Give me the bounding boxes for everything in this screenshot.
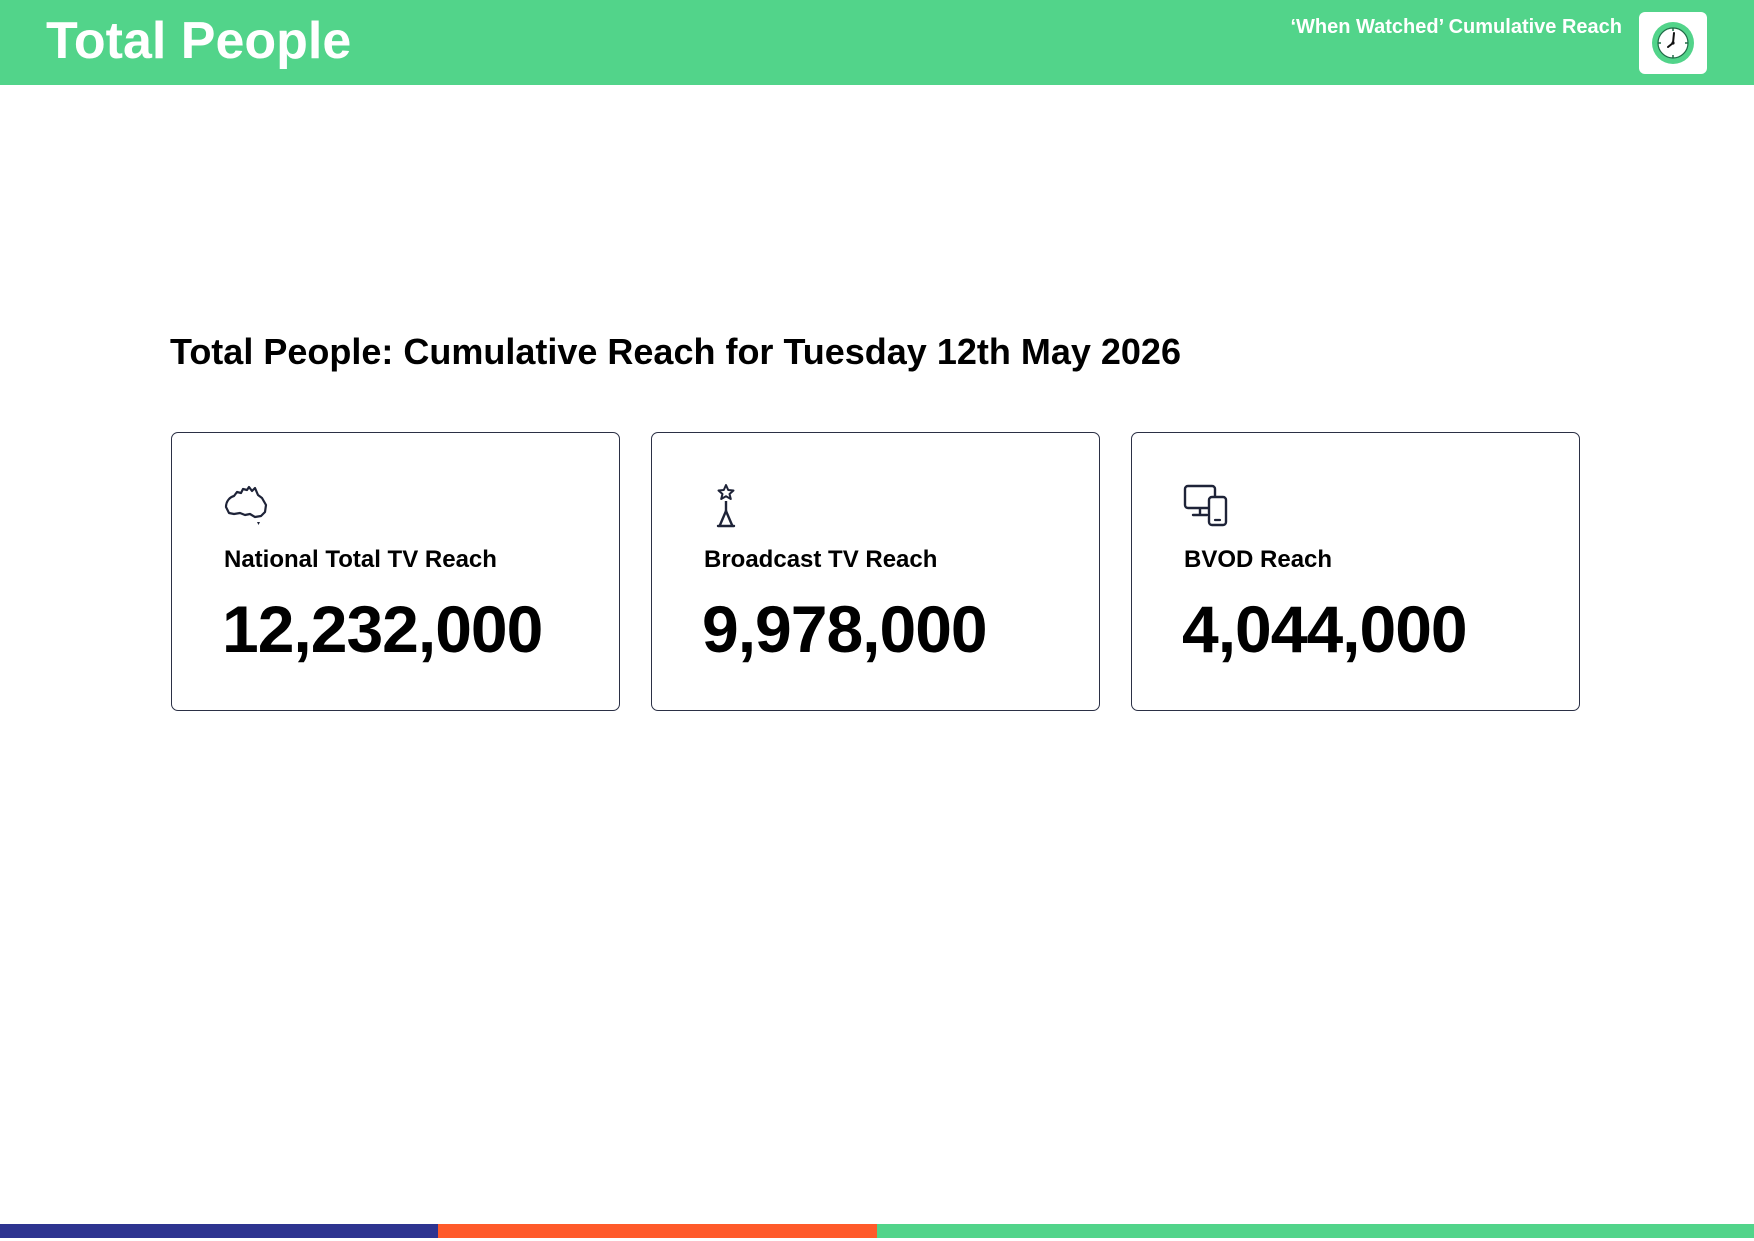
card-label: Broadcast TV Reach <box>704 546 938 573</box>
card-value: 12,232,000 <box>222 592 543 666</box>
bvod-reach-card: BVOD Reach 4,044,000 <box>1131 432 1580 711</box>
footer-navy-segment <box>0 1224 438 1238</box>
broadcast-tower-icon <box>716 484 736 528</box>
card-label: National Total TV Reach <box>224 546 497 573</box>
page-header: Total People ‘When Watched’ Cumulative R… <box>0 0 1754 85</box>
australia-map-icon <box>224 485 268 525</box>
page-title: Total People <box>46 12 352 70</box>
card-label: BVOD Reach <box>1184 546 1333 573</box>
reach-cards: National Total TV Reach 12,232,000 Broad… <box>171 432 1583 714</box>
clock-icon <box>1652 22 1694 64</box>
footer-green-segment <box>877 1224 1754 1238</box>
report-type-label: ‘When Watched’ Cumulative Reach <box>1290 16 1622 38</box>
broadcast-tv-reach-card: Broadcast TV Reach 9,978,000 <box>651 432 1100 711</box>
card-value: 9,978,000 <box>702 592 988 666</box>
devices-icon <box>1183 484 1228 527</box>
national-total-tv-reach-card: National Total TV Reach 12,232,000 <box>171 432 620 711</box>
card-value: 4,044,000 <box>1182 592 1468 666</box>
clock-logo <box>1639 12 1707 74</box>
footer-color-bar <box>0 1224 1754 1238</box>
footer-orange-segment <box>438 1224 877 1238</box>
report-heading: Total People: Cumulative Reach for Tuesd… <box>170 331 1181 372</box>
